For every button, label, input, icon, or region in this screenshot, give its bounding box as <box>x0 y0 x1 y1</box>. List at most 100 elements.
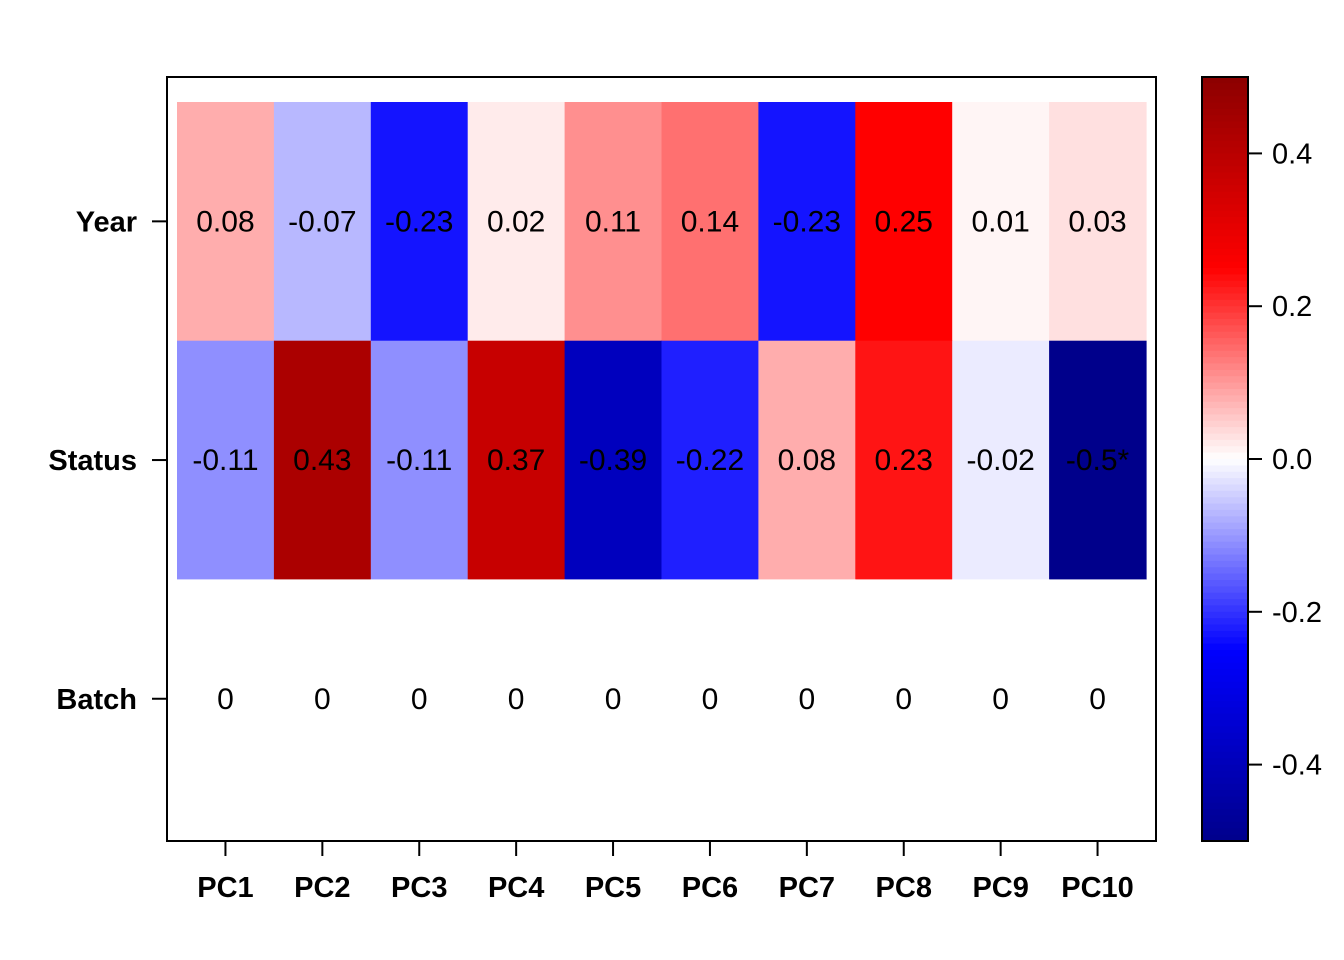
colorbar-segment <box>1202 834 1248 842</box>
colorbar-segment <box>1202 96 1248 104</box>
colorbar-segment <box>1202 599 1248 607</box>
heatmap-cell <box>273 102 372 342</box>
colorbar-segment <box>1202 325 1248 333</box>
heatmap-cell <box>758 102 856 342</box>
colorbar-segment <box>1202 210 1248 218</box>
cell-value-label: -0.02 <box>966 444 1034 477</box>
cell-value-label: 0 <box>508 683 525 716</box>
heatmap-cells <box>177 102 1147 819</box>
colorbar-segment <box>1202 490 1248 498</box>
colorbar-segment <box>1202 630 1248 638</box>
colorbar-segment <box>1202 586 1248 594</box>
colorbar-segment <box>1202 229 1248 237</box>
colorbar-tick-label: -0.4 <box>1272 750 1322 782</box>
colorbar-segment <box>1202 115 1248 123</box>
colorbar-tick-label: 0.0 <box>1272 444 1312 476</box>
cell-value-label: -0.39 <box>579 444 647 477</box>
colorbar-segment <box>1202 790 1248 798</box>
colorbar-segment <box>1202 102 1248 110</box>
cell-value-label: 0.08 <box>778 444 836 477</box>
colorbar-segment <box>1202 720 1248 727</box>
colorbar-segment <box>1202 376 1248 384</box>
heatmap-cell <box>370 579 469 819</box>
colorbar-segment <box>1202 770 1248 778</box>
colorbar-segment <box>1202 191 1248 199</box>
colorbar-segment <box>1202 153 1248 161</box>
colorbar-segment <box>1202 401 1248 409</box>
colorbar-segment <box>1202 707 1248 715</box>
colorbar-segment <box>1202 261 1248 269</box>
colorbar-segment <box>1202 662 1248 670</box>
colorbar-segment <box>1202 433 1248 441</box>
colorbar-segment <box>1202 172 1248 180</box>
colorbar-segment <box>1202 414 1248 422</box>
colorbar-segment <box>1202 255 1248 263</box>
colorbar-segment <box>1202 178 1248 186</box>
plot-frame <box>166 76 1157 842</box>
heatmap-cell <box>177 579 275 819</box>
colorbar-segment <box>1202 236 1248 244</box>
colorbar-segment <box>1202 140 1248 148</box>
colorbar-segment <box>1202 83 1248 91</box>
cell-value-label: 0 <box>1089 683 1106 716</box>
colorbar-segment <box>1202 408 1248 416</box>
cell-value-label: 0.08 <box>196 205 254 238</box>
heatmap-cell <box>758 579 856 819</box>
colorbar-segment <box>1202 248 1248 256</box>
cell-value-label: 0.03 <box>1068 205 1126 238</box>
colorbar-segment <box>1202 675 1248 683</box>
cell-value-label: 0 <box>702 683 719 716</box>
colorbar-tick-label: 0.2 <box>1272 291 1312 323</box>
colorbar-segment <box>1202 745 1248 753</box>
colorbar-segment <box>1202 796 1248 804</box>
colorbar-segment <box>1202 127 1248 135</box>
colorbar-segment <box>1202 624 1248 632</box>
heatmap-cell <box>370 340 469 580</box>
colorbar-segment <box>1202 318 1248 326</box>
cell-value-label: 0.01 <box>971 205 1029 238</box>
colorbar-segment <box>1202 815 1248 823</box>
colorbar-segment <box>1202 764 1248 772</box>
colorbar-segment <box>1202 783 1248 791</box>
colorbar-segment <box>1202 605 1248 613</box>
heatmap-cell <box>952 579 1050 819</box>
colorbar-segment <box>1202 357 1248 365</box>
colorbar-segment <box>1202 516 1248 524</box>
colorbar-segment <box>1202 777 1248 785</box>
colorbar-segment <box>1202 751 1248 759</box>
cell-value-label: 0.14 <box>681 205 739 238</box>
colorbar-segment <box>1202 560 1248 568</box>
x-tick-label: PC4 <box>488 872 544 904</box>
colorbar-segment <box>1202 713 1248 721</box>
cell-value-label: 0 <box>992 683 1009 716</box>
cell-value-label: 0.11 <box>585 205 641 238</box>
colorbar-segment <box>1202 554 1248 562</box>
colorbar-segment <box>1202 688 1248 696</box>
colorbar-segment <box>1202 669 1248 677</box>
cell-value-label: 0 <box>605 683 622 716</box>
colorbar: 0.4 0.2 0.0 -0.2 -0.4 <box>1201 76 1322 842</box>
colorbar-segment <box>1202 758 1248 766</box>
colorbar-segment <box>1202 306 1248 314</box>
x-tick-label: PC5 <box>585 872 641 904</box>
colorbar-segment <box>1202 363 1248 371</box>
colorbar-segment <box>1202 567 1248 575</box>
cell-value-label: -0.11 <box>386 444 452 477</box>
cell-value-label: -0.22 <box>676 444 744 477</box>
cell-value-label: -0.5* <box>1066 444 1130 477</box>
colorbar-segment <box>1202 388 1248 396</box>
colorbar-segment <box>1202 497 1248 505</box>
colorbar-segment <box>1202 548 1248 556</box>
x-tick-label: PC8 <box>876 872 932 904</box>
cell-value-label: 0 <box>314 683 331 716</box>
x-tick-label: PC9 <box>972 872 1028 904</box>
colorbar-segment <box>1202 802 1248 810</box>
colorbar-segment <box>1202 535 1248 543</box>
colorbar-segment <box>1202 369 1248 377</box>
colorbar-segment <box>1202 268 1248 275</box>
heatmap-cell <box>564 340 663 580</box>
colorbar-segment <box>1202 159 1248 167</box>
colorbar-segment <box>1202 522 1248 530</box>
colorbar-segment <box>1202 650 1248 657</box>
